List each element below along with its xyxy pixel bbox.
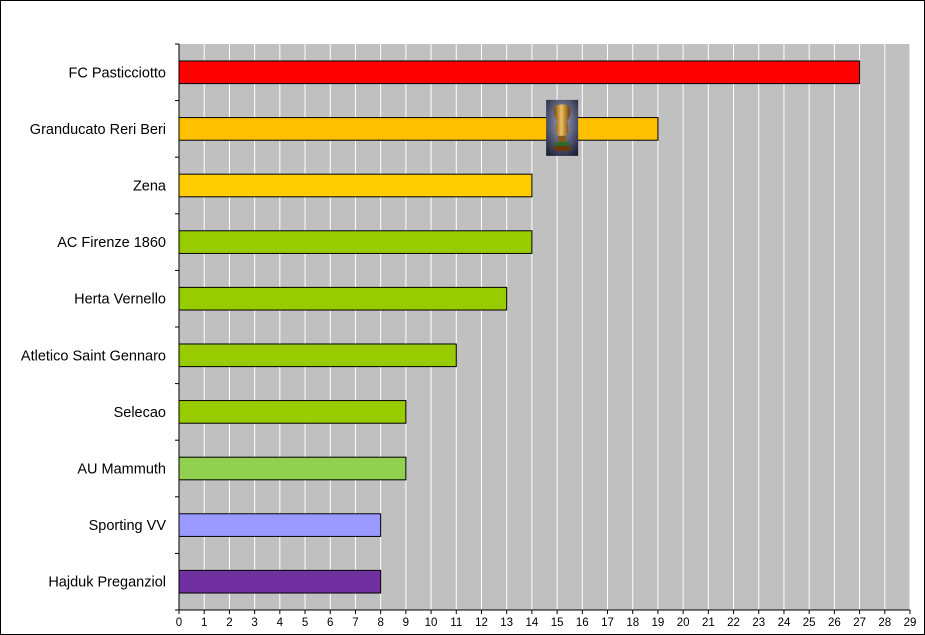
- category-label: Sporting VV: [89, 518, 167, 534]
- x-tick-label: 2: [226, 617, 232, 629]
- category-label: Zena: [133, 179, 167, 195]
- bar: [178, 60, 861, 85]
- x-tick-label: 22: [727, 617, 740, 629]
- x-tick-label: 26: [828, 617, 841, 629]
- bar: [178, 173, 533, 198]
- x-tick-label: 11: [450, 617, 462, 629]
- bar: [178, 343, 457, 368]
- category-label: AC Firenze 1860: [57, 235, 166, 251]
- trophy-band: [555, 141, 570, 146]
- x-tick-label: 3: [251, 617, 257, 629]
- x-tick-label: 16: [576, 617, 589, 629]
- x-tick-label: 17: [601, 617, 614, 629]
- x-tick-label: 9: [403, 617, 409, 629]
- bar: [178, 513, 382, 537]
- x-tick-label: 5: [302, 617, 308, 629]
- category-label: Hajduk Preganziol: [48, 575, 166, 591]
- category-label: Atletico Saint Gennaro: [21, 348, 166, 364]
- x-tick-label: 21: [702, 617, 715, 629]
- x-tick-labels: 0 1 2 3 4 5 6 7 8 9 10 11 12 13 14 15 16 17 18 19 20 21 22 23 24…: [176, 617, 917, 629]
- x-tick-label: 7: [352, 617, 358, 629]
- trophy-icon: [546, 99, 579, 156]
- x-tick-label: 10: [425, 617, 438, 629]
- x-tick-label: 28: [878, 617, 891, 629]
- trophy-cup: [554, 104, 571, 136]
- x-tick-label: 27: [853, 617, 866, 629]
- bar: [178, 569, 382, 594]
- x-tick-label: 0: [176, 617, 182, 629]
- category-labels: FC Pasticciotto Granducato Reri Beri Zena A…: [21, 65, 167, 590]
- category-label: Selecao: [114, 405, 166, 421]
- x-tick-label: 12: [475, 617, 488, 629]
- bar: [178, 117, 659, 141]
- x-tick-label: 6: [327, 617, 333, 629]
- bar: [178, 400, 407, 424]
- x-tick-label: 13: [500, 617, 513, 629]
- x-tick-label: 14: [525, 617, 538, 629]
- x-tick-label: 19: [652, 617, 665, 629]
- category-label: Herta Vernello: [74, 292, 166, 308]
- bar: [178, 456, 407, 481]
- x-tick-label: 1: [201, 617, 207, 629]
- x-tick-label: 23: [752, 617, 765, 629]
- bar: [178, 286, 508, 311]
- x-tick-label: 20: [677, 617, 690, 629]
- x-tick-label: 24: [778, 617, 791, 629]
- x-tick-label: 18: [626, 617, 639, 629]
- bars: [178, 60, 861, 594]
- x-tick-label: 25: [803, 617, 816, 629]
- x-tick-label: 15: [551, 617, 564, 629]
- bar: [178, 230, 533, 254]
- annotations: [546, 99, 579, 156]
- x-tick-label: 29: [904, 617, 917, 629]
- trophy-stem: [558, 135, 567, 142]
- category-label: FC Pasticciotto: [69, 65, 167, 81]
- x-tick-label: 8: [377, 617, 383, 629]
- category-label: AU Mammuth: [77, 462, 166, 478]
- category-label: Granducato Reri Beri: [30, 122, 166, 138]
- x-tick-label: 4: [277, 617, 284, 629]
- trophy-base: [554, 145, 571, 151]
